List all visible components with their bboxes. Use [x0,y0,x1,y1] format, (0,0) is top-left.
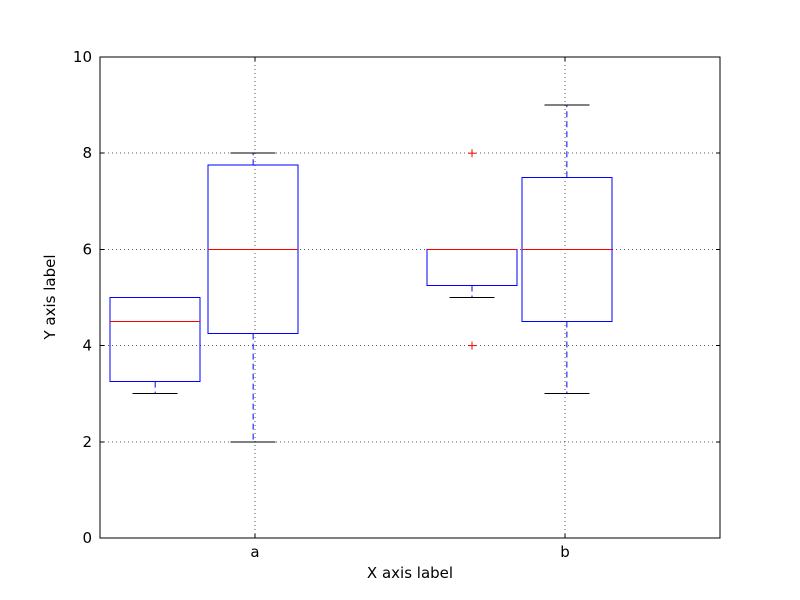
box-rect [426,248,518,286]
x-tick-label: b [560,543,570,561]
y-tick-label: 6 [82,240,92,258]
y-axis-label: Y axis label [41,254,59,340]
y-tick-label: 0 [82,529,92,547]
y-tick-label: 8 [82,144,92,162]
box-rect [109,297,201,383]
x-tick-label: a [250,543,259,561]
plot-area: 0 2 4 6 8 10 a b [73,48,721,561]
y-tick-label: 10 [73,48,92,66]
x-axis-label: X axis label [367,564,453,582]
y-tick-label: 4 [82,337,92,355]
y-tick-label: 2 [82,433,92,451]
plot-frame [99,56,721,539]
